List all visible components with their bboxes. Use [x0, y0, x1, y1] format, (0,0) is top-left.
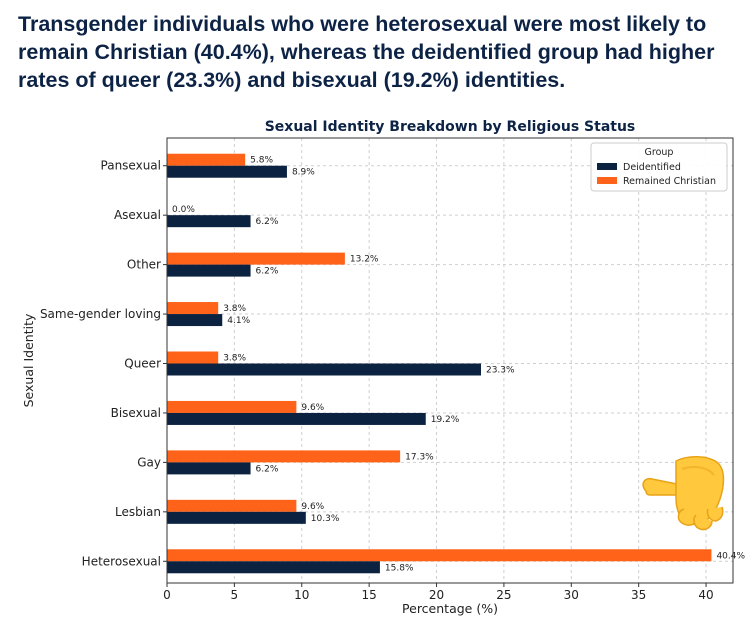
y-tick-label: Asexual	[114, 208, 161, 222]
bar-deidentified	[167, 511, 306, 524]
y-tick-label: Lesbian	[115, 505, 161, 519]
x-tick-label: 5	[231, 588, 239, 602]
bar-remained-christian	[167, 400, 297, 413]
bar-deidentified	[167, 561, 380, 574]
legend-swatch	[597, 177, 617, 184]
y-tick-label: Heterosexual	[82, 554, 161, 568]
data-label: 19.2%	[431, 415, 460, 425]
x-tick-label: 25	[496, 588, 511, 602]
data-label: 6.2%	[256, 217, 279, 227]
x-tick-label: 35	[631, 588, 646, 602]
data-label: 8.9%	[292, 168, 315, 178]
bar-deidentified	[167, 462, 251, 475]
hand-pointing-icon	[642, 456, 725, 531]
bar-deidentified	[167, 215, 251, 228]
bar-remained-christian	[167, 252, 345, 265]
bar-deidentified	[167, 412, 426, 425]
y-axis-label: Sexual Identity	[21, 313, 36, 407]
bar-remained-christian	[167, 153, 246, 166]
legend-label: Deidentified	[623, 162, 681, 173]
data-label: 3.8%	[223, 304, 246, 314]
legend-title: Group	[645, 147, 674, 158]
chart-title: Sexual Identity Breakdown by Religious S…	[265, 119, 636, 135]
headline: Transgender individuals who were heteros…	[18, 12, 715, 92]
legend-label: Remained Christian	[623, 176, 716, 187]
data-label: 13.2%	[350, 255, 379, 265]
x-tick-label: 20	[429, 588, 444, 602]
data-label: 5.8%	[250, 156, 273, 166]
x-tick-label: 40	[698, 588, 713, 602]
data-label: 10.3%	[311, 514, 340, 524]
data-label: 6.2%	[256, 267, 279, 277]
y-tick-label: Pansexual	[101, 159, 161, 173]
y-tick-label: Queer	[124, 357, 161, 371]
x-tick-label: 30	[564, 588, 579, 602]
y-tick-label: Gay	[137, 455, 161, 469]
x-tick-label: 15	[362, 588, 377, 602]
bar-deidentified	[167, 264, 251, 277]
bar-remained-christian	[167, 549, 712, 562]
bar-remained-christian	[167, 351, 219, 364]
y-tick-label: Same-gender loving	[40, 307, 161, 321]
bar-deidentified	[167, 165, 287, 178]
bar-remained-christian	[167, 450, 401, 463]
plot-frame	[166, 137, 734, 584]
legend-swatch	[597, 163, 617, 170]
data-label: 9.6%	[301, 502, 324, 512]
data-label: 23.3%	[486, 366, 515, 376]
bar-remained-christian	[167, 302, 219, 315]
data-label: 3.8%	[223, 354, 246, 364]
data-label: 40.4%	[716, 551, 745, 561]
data-label: 6.2%	[256, 464, 279, 474]
x-tick-label: 10	[294, 588, 309, 602]
bar-deidentified	[167, 314, 223, 327]
data-label: 15.8%	[385, 563, 414, 573]
bar-deidentified	[167, 363, 481, 376]
bar-remained-christian	[167, 499, 297, 512]
y-tick-label: Other	[127, 258, 161, 272]
data-label: 9.6%	[301, 403, 324, 413]
x-tick-label: 0	[163, 588, 171, 602]
x-axis-label: Percentage (%)	[402, 601, 498, 616]
data-label: 17.3%	[405, 452, 434, 462]
legend-box	[590, 142, 728, 192]
y-tick-label: Bisexual	[111, 406, 161, 420]
data-label: 4.1%	[227, 316, 250, 326]
data-label: 0.0%	[172, 205, 195, 215]
